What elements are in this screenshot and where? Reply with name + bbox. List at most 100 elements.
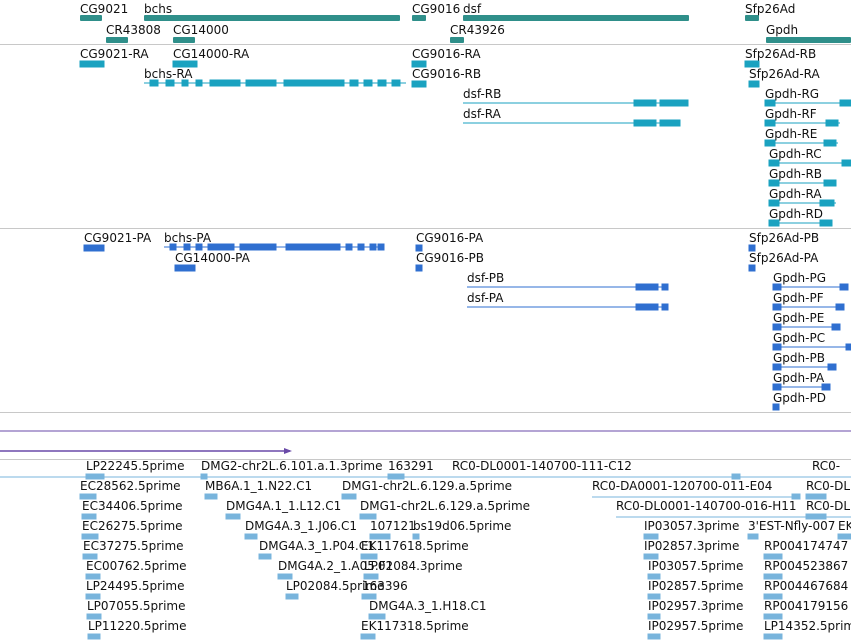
est-label[interactable]: 163291 [388, 459, 434, 473]
est-label[interactable]: LP11220.5prime [88, 619, 187, 633]
transcript-label[interactable]: Gpdh-RB [769, 167, 823, 181]
protein-label[interactable]: dsf-PB [467, 271, 505, 285]
est-label[interactable]: EK117618.5prime [361, 539, 469, 553]
est-label[interactable]: LP02084.5prime [286, 579, 385, 593]
protein-label[interactable]: Gpdh-PD [773, 391, 826, 405]
transcript-label[interactable]: Gpdh-RA [769, 187, 822, 201]
overview-ruler[interactable] [0, 413, 851, 459]
gene-glyph-bchs[interactable] [144, 15, 400, 21]
transcript-label[interactable]: CG9016-RB [412, 67, 482, 81]
est-label[interactable]: EK [838, 519, 851, 533]
est-label[interactable]: RC0-DL [806, 499, 851, 513]
est-label[interactable]: RC0-DL0001-140700-016-H11 [616, 499, 797, 513]
protein-label[interactable]: Gpdh-PB [773, 351, 825, 365]
protein-label[interactable]: CG9016-PB [416, 251, 485, 265]
est-label[interactable]: DMG2-chr2L.6.101.a.1.3prime [201, 459, 383, 473]
protein-label[interactable]: Gpdh-PF [773, 291, 824, 305]
transcript-label[interactable]: Gpdh-RC [769, 147, 822, 161]
est-label[interactable]: IP02957.5prime [648, 619, 744, 633]
est-label[interactable]: bs19d06.5prime [413, 519, 512, 533]
transcript-label[interactable]: Gpdh-RD [769, 207, 824, 221]
transcript-label[interactable]: CG9021-RA [80, 47, 149, 61]
est-label[interactable]: RC0-DL [806, 479, 851, 493]
protein-label[interactable]: CG14000-PA [175, 251, 250, 265]
est-glyphs[interactable] [0, 460, 851, 641]
est-label[interactable]: IP03057.5prime [648, 559, 744, 573]
gene-label-cr43926[interactable]: CR43926 [450, 23, 505, 37]
est-label[interactable]: IP03057.3prime [644, 519, 740, 533]
gene-label-cr43808[interactable]: CR43808 [106, 23, 161, 37]
est-label[interactable]: RP004467684 [764, 579, 849, 593]
gene-glyph-cr43926[interactable] [450, 37, 464, 43]
protein-label[interactable]: CG9016-PA [416, 231, 484, 245]
gene-label-bchs[interactable]: bchs [144, 2, 173, 16]
est-label[interactable]: IP02857.3prime [644, 539, 740, 553]
gene-glyph-cg9016[interactable] [412, 15, 426, 21]
gene-glyph-cr43808[interactable] [106, 37, 128, 43]
gene-label-gpdh[interactable]: Gpdh [766, 23, 799, 37]
transcript-label[interactable]: Sfp26Ad-RB [745, 47, 817, 61]
protein-label[interactable]: Gpdh-PC [773, 331, 826, 345]
est-label[interactable]: RP004179156 [764, 599, 849, 613]
est-label[interactable]: EC34406.5prime [82, 499, 183, 513]
est-label[interactable]: IP02857.5prime [648, 579, 744, 593]
transcript-label[interactable]: dsf-RA [463, 107, 501, 121]
transcript-label[interactable]: Gpdh-RG [765, 87, 820, 101]
protein-label[interactable]: Gpdh-PA [773, 371, 825, 385]
protein-glyphs[interactable] [0, 229, 851, 412]
est-label[interactable]: EC37275.5prime [83, 539, 184, 553]
est-label[interactable]: MB6A.1_1.N22.C1 [205, 479, 313, 493]
est-label[interactable]: EC26275.5prime [82, 519, 183, 533]
gene-label-dsf[interactable]: dsf [463, 2, 482, 16]
gene-glyph-cg9021[interactable] [80, 15, 102, 21]
protein-label[interactable]: bchs-PA [164, 231, 212, 245]
protein-label[interactable]: Gpdh-PG [773, 271, 827, 285]
gene-glyph-sfp26ad[interactable] [745, 15, 759, 21]
transcript-label[interactable]: Gpdh-RF [765, 107, 817, 121]
est-label[interactable]: DMG1-chr2L.6.129.a.5prime [360, 499, 531, 513]
est-label[interactable]: DMG4A.3_1.H18.C1 [369, 599, 487, 613]
est-label[interactable]: DMG4A.2_1.A05.F1 [278, 559, 394, 573]
est-label[interactable]: EK117318.5prime [361, 619, 469, 633]
est-label[interactable]: 3'EST-Nfly-007 [748, 519, 836, 533]
est-label[interactable]: DMG4A.1_1.L12.C1 [226, 499, 342, 513]
gene-glyph-cg14000[interactable] [173, 37, 195, 43]
gene-label-cg9016[interactable]: CG9016 [412, 2, 461, 16]
est-label[interactable]: LP22245.5prime [86, 459, 185, 473]
est-label[interactable]: LP02084.3prime [364, 559, 463, 573]
est-label[interactable]: RC0-DL0001-140700-111-C12 [452, 459, 632, 473]
transcript-glyphs[interactable] [0, 45, 851, 228]
transcript-label[interactable]: dsf-RB [463, 87, 502, 101]
protein-label[interactable]: Sfp26Ad-PA [749, 251, 819, 265]
gene-glyph-dsf[interactable] [463, 15, 689, 21]
gene-label-sfp26ad[interactable]: Sfp26Ad [745, 2, 796, 16]
est-label[interactable]: RC0-DA0001-120700-011-E04 [592, 479, 773, 493]
est-label[interactable]: IP02957.3prime [648, 599, 744, 613]
est-label[interactable]: LP24495.5prime [86, 579, 185, 593]
est-label[interactable]: RC0- [812, 459, 841, 473]
transcript-label[interactable]: CG14000-RA [173, 47, 250, 61]
est-label[interactable]: DMG1-chr2L.6.129.a.5prime [342, 479, 513, 493]
gene-glyph-gpdh[interactable] [766, 37, 851, 43]
protein-label[interactable]: dsf-PA [467, 291, 504, 305]
est-label[interactable]: EC00762.5prime [86, 559, 187, 573]
transcript-label[interactable]: bchs-RA [144, 67, 193, 81]
est-label[interactable]: RP004174747 [764, 539, 849, 553]
est-label[interactable]: 163396 [362, 579, 408, 593]
est-label[interactable]: DMG4A.3_1.J06.C1 [245, 519, 358, 533]
est-label[interactable]: DMG4A.3_1.P04.C1 [259, 539, 375, 553]
protein-label[interactable]: CG9021-PA [84, 231, 152, 245]
est-label[interactable]: LP07055.5prime [87, 599, 186, 613]
est-label[interactable]: EC28562.5prime [80, 479, 181, 493]
protein-label[interactable]: Sfp26Ad-PB [749, 231, 820, 245]
protein-label[interactable]: Gpdh-PE [773, 311, 825, 325]
transcript-label[interactable]: CG9016-RA [412, 47, 481, 61]
est-label[interactable]: 107121 [370, 519, 416, 533]
gene-label-cg14000[interactable]: CG14000 [173, 23, 229, 37]
est-label[interactable]: RP004523867 [764, 559, 849, 573]
transcript-label[interactable]: Gpdh-RE [765, 127, 818, 141]
transcript-label[interactable]: Sfp26Ad-RA [749, 67, 820, 81]
gene-label-cg9021[interactable]: CG9021 [80, 2, 129, 16]
est-label[interactable]: LP14352.5prim [764, 619, 851, 633]
